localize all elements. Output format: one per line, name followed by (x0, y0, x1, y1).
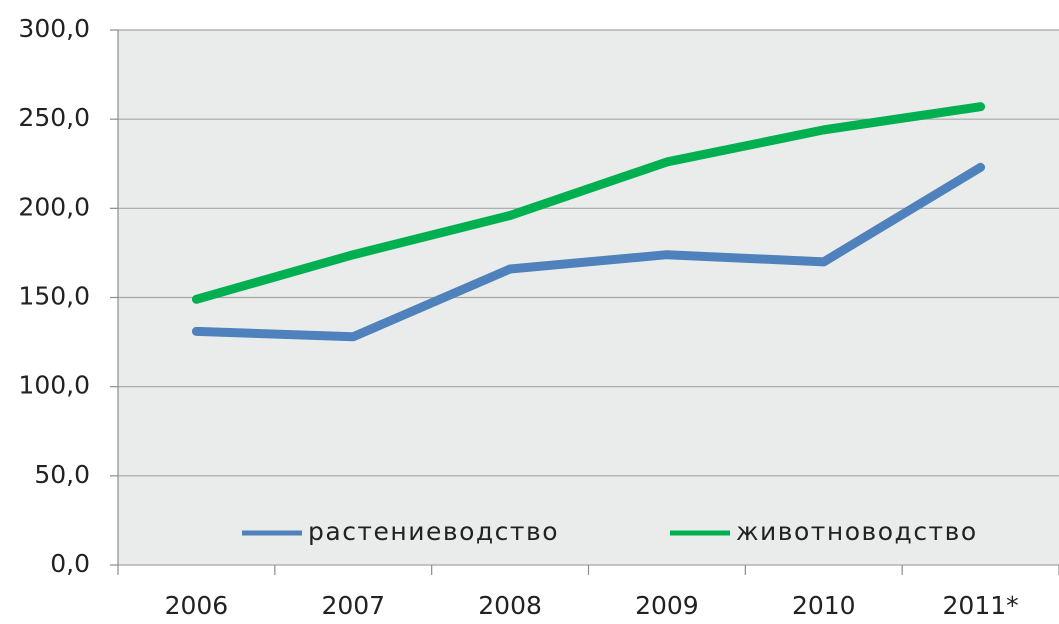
series-line (191, 102, 986, 304)
y-tick-label: 50,0 (34, 460, 90, 489)
y-tick-label: 0,0 (50, 549, 90, 578)
x-tick-label: 2010 (792, 591, 856, 620)
series-line (191, 162, 986, 342)
x-tick-label: 2008 (478, 591, 542, 620)
x-tick-label: 2011* (943, 591, 1019, 620)
x-tick-label: 2006 (165, 591, 229, 620)
x-tick-label: 2007 (321, 591, 385, 620)
legend-label: животноводство (736, 517, 978, 546)
y-tick-label: 300,0 (18, 14, 90, 43)
legend-label: растениеводство (308, 517, 559, 546)
y-tick-label: 100,0 (18, 371, 90, 400)
y-tick-label: 150,0 (18, 282, 90, 311)
x-tick-label: 2009 (635, 591, 699, 620)
y-tick-label: 250,0 (18, 103, 90, 132)
y-tick-label: 200,0 (18, 192, 90, 221)
